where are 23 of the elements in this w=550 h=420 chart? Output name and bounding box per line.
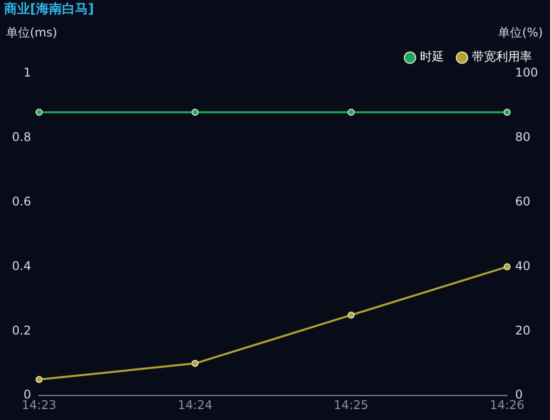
x-tick-label: 14:23 — [22, 398, 56, 412]
y2-tick-label: 100 — [515, 66, 538, 80]
y2-tick-label: 60 — [515, 194, 530, 209]
y-tick-label: 1 — [23, 66, 32, 80]
y-tick-label: 0.8 — [12, 130, 32, 144]
y2-tick-label: 40 — [515, 258, 530, 273]
y-tick-label: 0.4 — [12, 258, 32, 273]
legend-label: 时延 — [420, 50, 444, 64]
x-tick-label: 14:25 — [334, 398, 368, 412]
legend-label: 带宽利用率 — [472, 50, 532, 64]
y-axis-title: 单位(ms) — [6, 26, 58, 40]
x-tick-label: 14:26 — [490, 398, 524, 412]
point — [504, 263, 511, 270]
y-tick-label: 0.6 — [12, 194, 32, 209]
x-tick-label: 14:24 — [178, 398, 212, 412]
y2-tick-label: 20 — [515, 323, 530, 338]
point — [348, 312, 355, 319]
y-tick-label: 0.2 — [12, 323, 32, 338]
point — [192, 360, 199, 367]
y2-tick-label: 80 — [515, 130, 530, 144]
chart-title: 商业[海南白马] — [3, 1, 94, 18]
point — [36, 376, 43, 383]
y2-axis-title: 单位(%) — [498, 26, 543, 40]
